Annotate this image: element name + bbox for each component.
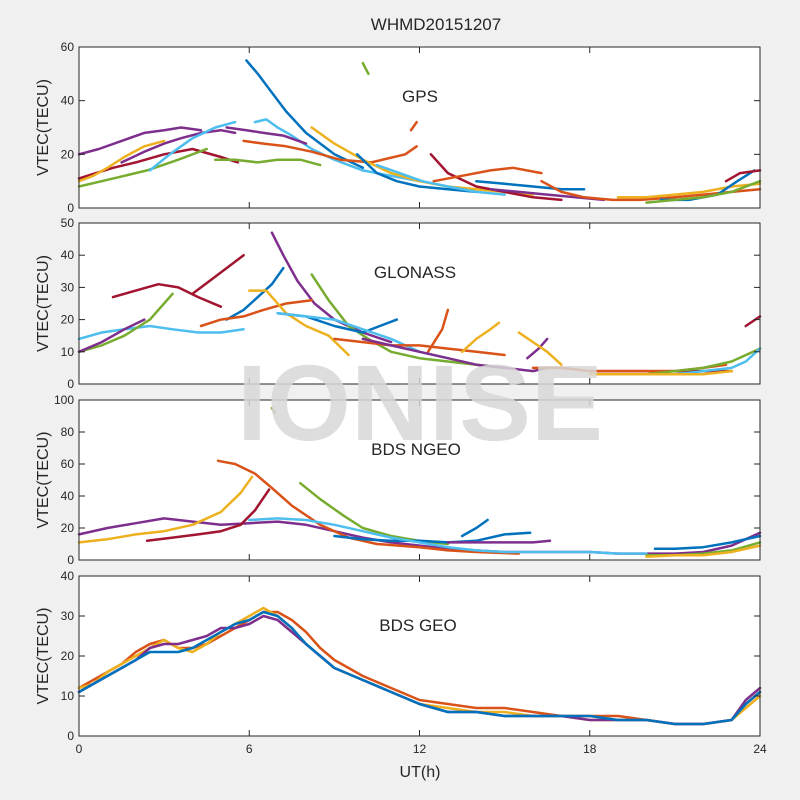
series-line	[673, 347, 762, 376]
plot-area	[79, 400, 760, 560]
series-line	[245, 59, 365, 170]
y-tick-label: 40	[61, 248, 75, 262]
y-tick-label: 50	[61, 216, 75, 230]
panel-3: 0 20 40 60 80 100 VTEC(TECU) BDS NGEO	[35, 393, 762, 567]
series-line	[588, 369, 733, 376]
series-line	[361, 337, 549, 373]
series-line	[111, 282, 223, 308]
series-line	[248, 289, 350, 357]
series-line	[145, 488, 271, 543]
series-line	[148, 120, 237, 172]
y-tick-label: 0	[67, 377, 74, 391]
series-line	[460, 518, 489, 538]
series-line	[333, 337, 506, 357]
y-axis-label: VTEC(TECU)	[35, 79, 52, 176]
y-tick-label: 40	[61, 94, 75, 108]
y-tick-label: 40	[61, 569, 75, 583]
series-line	[446, 539, 552, 544]
series-line	[216, 459, 521, 555]
series-line	[77, 126, 203, 156]
panel-title: BDS GEO	[379, 616, 456, 635]
series-line	[375, 163, 506, 196]
series-line	[653, 534, 762, 551]
series-group	[77, 606, 762, 726]
series-line	[361, 61, 370, 76]
series-line	[333, 531, 532, 544]
panel-title: GPS	[402, 87, 438, 106]
y-tick-label: 10	[61, 345, 75, 359]
series-line	[517, 331, 563, 366]
series-line	[724, 169, 762, 183]
y-tick-label: 30	[61, 609, 75, 623]
figure-title: WHMD20151207	[371, 15, 501, 34]
y-axis-label: VTEC(TECU)	[35, 255, 52, 352]
series-line	[242, 139, 418, 164]
series-line	[213, 158, 322, 167]
series-line	[225, 126, 308, 145]
y-tick-label: 20	[61, 147, 75, 161]
series-line	[355, 153, 478, 194]
x-tick-label: 0	[76, 742, 83, 756]
series-group	[77, 59, 762, 204]
series-line	[645, 544, 762, 559]
series-line	[409, 120, 418, 132]
series-line	[77, 147, 208, 188]
y-tick-label: 100	[54, 393, 74, 407]
x-tick-label: 18	[583, 742, 597, 756]
series-line	[120, 128, 237, 164]
panel-title: GLONASS	[374, 263, 456, 282]
series-line	[460, 321, 501, 354]
panel-2: 0 10 20 30 40 50 VTEC(TECU) GLONASS	[35, 216, 762, 391]
series-group	[77, 406, 762, 559]
x-tick-label: 6	[246, 742, 253, 756]
series-line	[616, 182, 762, 199]
panel-title: BDS NGEO	[371, 440, 461, 459]
series-line	[77, 139, 166, 183]
y-tick-label: 20	[61, 521, 75, 535]
panel-4: 0 10 20 30 40 0 6 12 18 24 VTEC(TECU) BDS GEO	[35, 569, 767, 756]
y-tick-label: 20	[61, 313, 75, 327]
x-tick-label: 12	[413, 742, 427, 756]
series-line	[270, 406, 277, 415]
y-tick-label: 0	[67, 201, 74, 215]
series-line	[77, 318, 146, 354]
series-line	[77, 292, 174, 354]
series-line	[77, 610, 762, 726]
x-tick-label: 24	[753, 742, 767, 756]
y-tick-label: 30	[61, 280, 75, 294]
watermark: IONISE	[237, 342, 603, 463]
y-tick-label: 0	[67, 553, 74, 567]
series-line	[744, 315, 762, 328]
series-line	[426, 308, 450, 354]
y-axis-label: VTEC(TECU)	[35, 608, 52, 705]
y-tick-label: 60	[61, 457, 75, 471]
series-line	[248, 517, 648, 555]
series-line	[225, 266, 285, 321]
x-axis-label: UT(h)	[400, 764, 441, 781]
y-tick-label: 60	[61, 40, 75, 54]
series-line	[191, 253, 245, 296]
y-tick-label: 20	[61, 649, 75, 663]
plot-area	[79, 576, 760, 736]
series-line	[526, 337, 549, 360]
y-tick-label: 10	[61, 689, 75, 703]
series-line	[645, 179, 762, 204]
series-line	[432, 166, 543, 183]
y-tick-label: 0	[67, 729, 74, 743]
series-line	[77, 324, 245, 341]
series-group	[77, 231, 762, 376]
y-tick-label: 40	[61, 489, 75, 503]
y-axis-label: VTEC(TECU)	[35, 432, 52, 529]
panel-1: 0 20 40 60 VTEC(TECU) GPS	[35, 40, 762, 215]
series-line	[475, 179, 586, 191]
y-tick-label: 80	[61, 425, 75, 439]
series-line	[77, 475, 254, 544]
series-line	[199, 299, 313, 328]
